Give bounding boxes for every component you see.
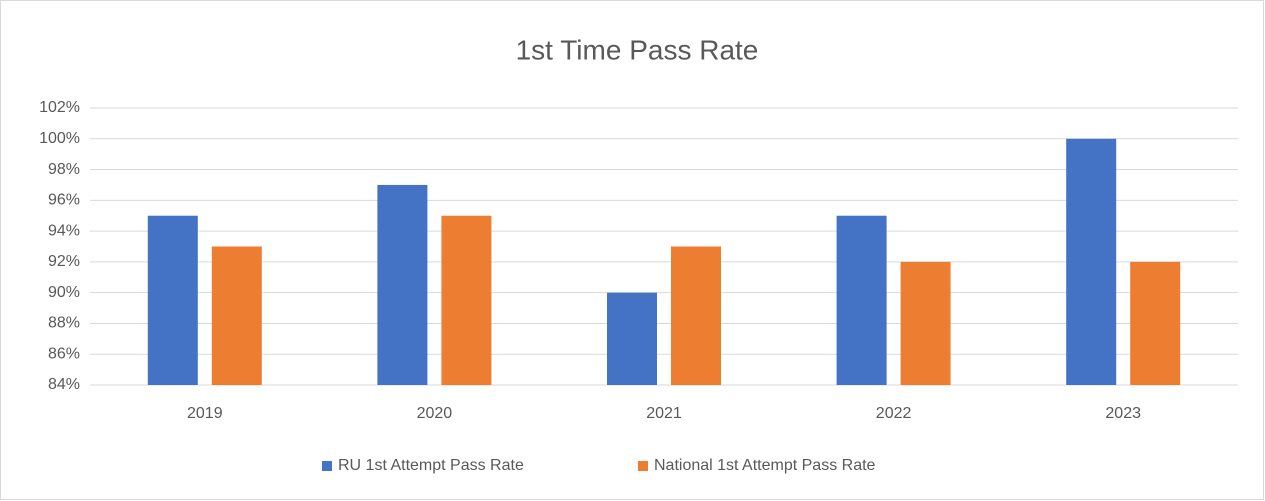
- bar: [377, 184, 428, 385]
- bar: [900, 261, 951, 385]
- bar: [211, 246, 262, 385]
- legend-label: RU 1st Attempt Pass Rate: [338, 457, 524, 474]
- y-tick-label: 96%: [48, 192, 80, 209]
- y-tick-label: 84%: [48, 376, 80, 393]
- x-tick-label: 2019: [187, 405, 223, 422]
- y-tick-label: 98%: [48, 161, 80, 178]
- x-tick-label: 2021: [646, 405, 682, 422]
- x-tick-label: 2020: [417, 405, 453, 422]
- legend-swatch: [322, 461, 332, 471]
- y-tick-label: 100%: [39, 130, 80, 147]
- bar: [1130, 261, 1181, 385]
- legend-label: National 1st Attempt Pass Rate: [654, 457, 876, 474]
- x-tick-label: 2023: [1105, 405, 1141, 422]
- y-tick-label: 94%: [48, 222, 80, 239]
- bar: [836, 215, 887, 385]
- y-tick-label: 86%: [48, 345, 80, 362]
- bar: [441, 215, 492, 385]
- bar: [147, 215, 198, 385]
- bar: [671, 246, 721, 385]
- y-tick-label: 90%: [48, 284, 80, 301]
- legend-swatch: [638, 461, 648, 471]
- y-tick-label: 92%: [48, 253, 80, 270]
- x-tick-label: 2022: [876, 405, 912, 422]
- bar: [607, 292, 657, 385]
- chart-title: 1st Time Pass Rate: [516, 34, 759, 65]
- y-tick-label: 102%: [39, 99, 80, 116]
- y-tick-label: 88%: [48, 315, 80, 332]
- bar: [1066, 138, 1117, 385]
